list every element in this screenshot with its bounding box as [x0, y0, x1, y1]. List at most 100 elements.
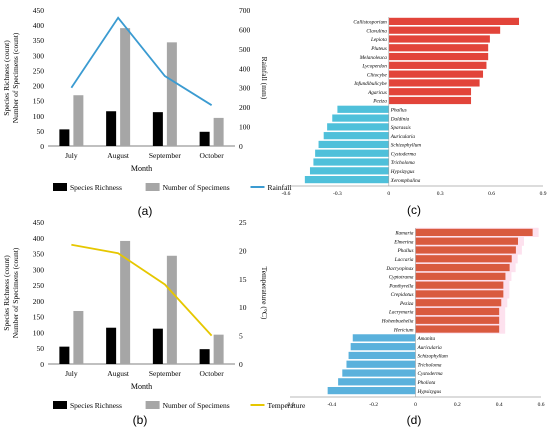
- panel-label-c: (c): [407, 203, 421, 217]
- d-xtick-label: 0: [414, 402, 417, 408]
- d-category-label: Elmerina: [393, 239, 414, 245]
- c-category-label: Xeromphalina: [390, 178, 421, 184]
- c-bar: [318, 140, 389, 149]
- c-category-label: Callistosporium: [353, 20, 387, 26]
- b-y2tick-label: 10: [239, 303, 247, 312]
- a-y2tick-label: 700: [239, 6, 251, 15]
- d-bar: [415, 237, 518, 245]
- d-bar: [346, 360, 416, 368]
- c-category-label: Cystoderma: [391, 151, 416, 157]
- d-bar: [415, 281, 504, 289]
- c-category-label: Peziza: [372, 99, 387, 105]
- d-bar: [415, 290, 504, 298]
- c-bar: [315, 149, 389, 157]
- c-category-label: Clavulina: [366, 28, 387, 34]
- b-bar-species-richness: [59, 346, 70, 364]
- a-y2tick-label: 400: [239, 64, 251, 73]
- b-legend-label: Species Richness: [70, 401, 122, 410]
- a-legend-label: Species Richness: [70, 183, 122, 192]
- b-line-temperature: [71, 243, 213, 337]
- c-bar: [388, 35, 490, 43]
- b-x-axis-label: Month: [131, 382, 152, 391]
- b-x-tick-label: September: [149, 369, 182, 378]
- c-bar: [332, 114, 389, 122]
- a-bar-species-richness: [106, 111, 117, 146]
- a-x-tick-label: July: [65, 151, 78, 160]
- c-category-label: Tricholoma: [391, 160, 415, 166]
- b-legend-swatch: [145, 401, 160, 409]
- a-ytick-label: 350: [33, 36, 45, 45]
- a-ytick-label: 250: [33, 66, 45, 75]
- a-ytick-label: 150: [33, 97, 45, 106]
- a-ytick-label: 0: [40, 142, 44, 151]
- b-bar-number-of-specimens: [166, 255, 177, 364]
- d-category-label: Ramaria: [394, 231, 414, 237]
- a-y2tick-label: 200: [239, 103, 251, 112]
- c-bar: [388, 79, 480, 87]
- d-bar: [327, 387, 416, 395]
- c-category-label: Lepiota: [370, 37, 387, 43]
- d-bar: [415, 272, 506, 280]
- c-bar: [388, 17, 520, 25]
- d-bar: [352, 334, 416, 342]
- b-ytick-label: 150: [33, 313, 45, 322]
- a-bar-species-richness: [199, 131, 210, 146]
- a-bar-number-of-specimens: [213, 117, 224, 146]
- a-y2tick-label: 0: [239, 142, 243, 151]
- a-x-tick-label: September: [149, 151, 182, 160]
- chart-a: 0 50 100 150 200 250 300 350 400 450 0 100 200 300 400…: [2, 6, 292, 192]
- b-ytick-label: 50: [37, 344, 45, 353]
- c-bar: [388, 61, 487, 69]
- c-category-label: Melanoleuca: [359, 55, 387, 61]
- d-xtick-label: -0.6: [286, 402, 295, 408]
- d-category-label: Hericium: [393, 327, 414, 333]
- d-bar: [415, 255, 512, 263]
- a-y2-axis-label: Rainfall (mm): [260, 57, 269, 100]
- b-x-tick-label: July: [65, 369, 78, 378]
- c-bar: [337, 105, 389, 113]
- a-y2tick-label: 100: [239, 123, 251, 132]
- d-bar: [415, 263, 510, 272]
- c-bar: [388, 26, 501, 34]
- c-xtick-label: -0.6: [282, 191, 291, 197]
- a-legend-label: Rainfall: [268, 183, 292, 192]
- b-bar-number-of-specimens: [120, 240, 131, 364]
- b-y2tick-label: 0: [239, 360, 243, 369]
- a-x-tick-label: August: [107, 151, 130, 160]
- panel-label-d: (d): [407, 413, 422, 427]
- d-xtick-label: 0.6: [538, 402, 545, 408]
- c-xtick-label: 0.3: [437, 191, 444, 197]
- b-y2tick-label: 25: [239, 218, 247, 227]
- a-ytick-label: 100: [33, 112, 45, 121]
- c-xtick-label: 0.6: [488, 191, 495, 197]
- d-category-label: Tricholoma: [418, 362, 442, 368]
- d-bar: [350, 343, 416, 351]
- a-legend-swatch: [145, 183, 160, 191]
- b-legend-label: Temperature: [268, 401, 306, 410]
- b-bar-number-of-specimens: [73, 310, 84, 364]
- d-category-label: Panthyrella: [388, 283, 414, 289]
- b-bar-species-richness: [106, 327, 117, 364]
- d-category-label: Pholiota: [417, 380, 436, 386]
- a-ytick-label: 300: [33, 51, 45, 60]
- b-ytick-label: 0: [40, 360, 44, 369]
- a-bar-species-richness: [59, 129, 70, 146]
- c-bar: [388, 96, 472, 105]
- d-bar: [415, 325, 500, 333]
- c-category-label: Daldinia: [390, 116, 410, 122]
- a-x-tick-label: October: [200, 151, 225, 160]
- d-category-label: Hohenbuehelia: [381, 318, 414, 324]
- d-category-label: Laccaria: [394, 257, 414, 263]
- b-y2tick-label: 15: [239, 275, 247, 284]
- b-ytick-label: 200: [33, 297, 45, 306]
- b-legend-swatch: [53, 401, 67, 409]
- a-ytick-label: 50: [37, 127, 45, 136]
- a-ytick-label: 450: [33, 6, 45, 15]
- d-category-label: Dacryopinax: [385, 266, 414, 272]
- c-bar: [323, 132, 389, 140]
- d-category-label: Cystoderma: [418, 371, 443, 377]
- c-xtick-label: 0.9: [540, 191, 547, 197]
- c-bar: [309, 167, 389, 175]
- b-ytick-label: 250: [33, 281, 45, 290]
